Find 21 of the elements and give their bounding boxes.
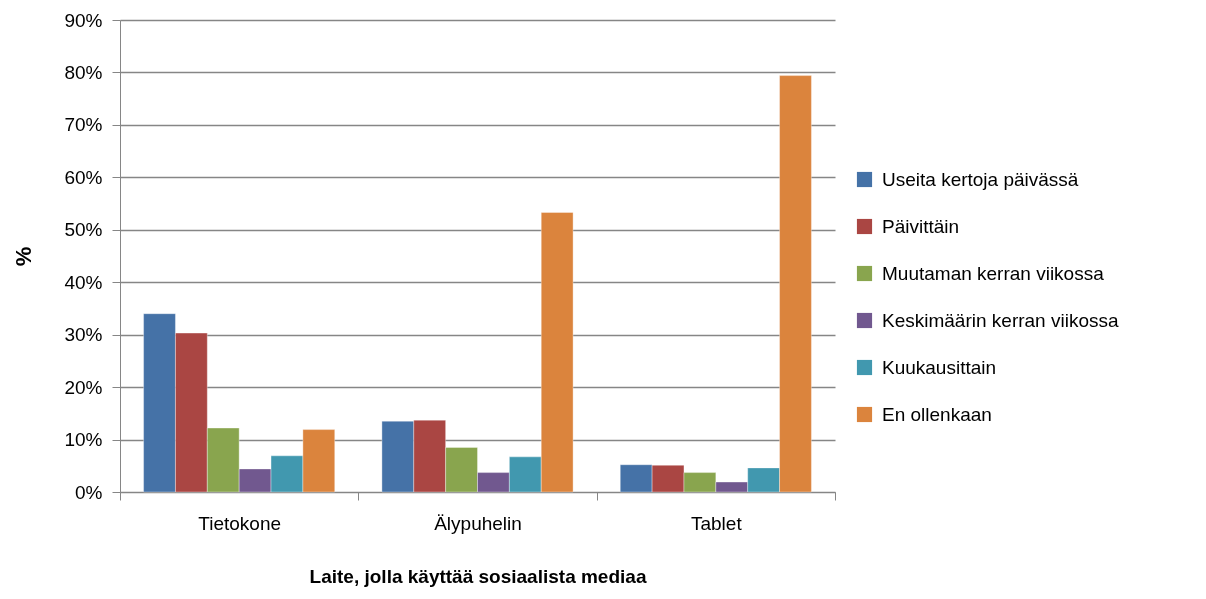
y-axis-title: % (11, 246, 37, 267)
legend-label: Keskimäärin kerran viikossa (882, 309, 1119, 331)
y-tick-label: 30% (64, 324, 103, 346)
legend-label: Muutaman kerran viikossa (882, 262, 1105, 284)
legend-label: Useita kertoja päivässä (882, 168, 1079, 190)
legend-label: Päivittäin (882, 215, 960, 237)
x-axis-title: Laite, jolla käyttää sosiaalista mediaa (309, 565, 647, 587)
y-tick-label: 40% (64, 271, 103, 293)
y-tick-label: 60% (64, 166, 103, 188)
y-tick-label: 10% (64, 429, 103, 451)
y-tick-label: 80% (64, 61, 103, 83)
y-tick-label: 50% (64, 219, 103, 241)
y-tick-label: 90% (64, 9, 103, 31)
legend-label: En ollenkaan (882, 403, 992, 425)
legend-label: Kuukausittain (882, 356, 997, 378)
y-tick-label: 20% (64, 376, 103, 398)
y-tick-label: 70% (64, 114, 103, 136)
x-tick-label: Tietokone (198, 512, 282, 534)
y-tick-label: 0% (75, 481, 103, 503)
x-tick-label: Tablet (690, 512, 743, 534)
x-tick-label: Älypuhelin (434, 512, 522, 534)
